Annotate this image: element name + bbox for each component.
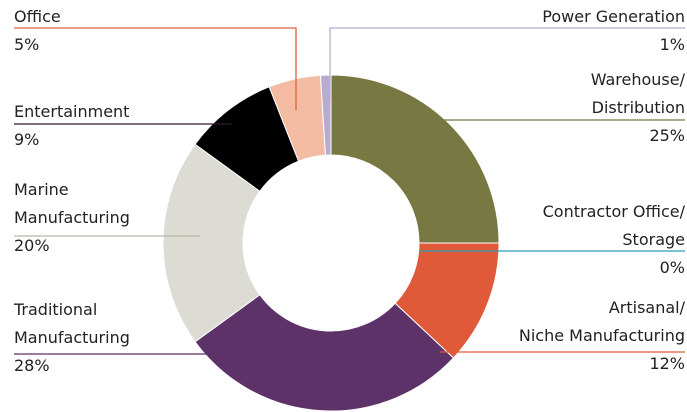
category-name: Traditional Manufacturing — [14, 300, 130, 347]
slice-label: Power Generation 1% — [542, 3, 685, 59]
value-label: 9% — [14, 130, 40, 149]
category-name: Entertainment — [14, 102, 130, 121]
slice-label: Entertainment 9% — [14, 98, 129, 154]
category-name: Power Generation — [542, 7, 685, 26]
value-label: 1% — [659, 35, 685, 54]
value-label: 5% — [14, 35, 40, 54]
slice — [330, 74, 500, 244]
category-name: Office — [14, 7, 61, 26]
value-label: 25% — [649, 126, 685, 145]
slice — [162, 143, 261, 343]
leader-line — [14, 27, 297, 110]
value-label: 12% — [649, 354, 685, 373]
slice-label: Contractor Office/ Storage 0% — [543, 198, 685, 282]
slice-label: Artisanal/ Niche Manufacturing 12% — [519, 294, 685, 378]
value-label: 20% — [14, 236, 50, 255]
category-name: Contractor Office/ Storage — [542, 202, 685, 249]
leader-line — [329, 27, 685, 100]
slice-label: Traditional Manufacturing 28% — [14, 296, 130, 380]
slice — [194, 294, 455, 412]
category-name: Marine Manufacturing — [14, 180, 130, 227]
slice-label: Warehouse/ Distribution 25% — [591, 66, 685, 150]
category-name: Warehouse/ Distribution — [590, 70, 685, 117]
slice — [319, 74, 332, 156]
category-name: Artisanal/ Niche Manufacturing — [518, 298, 685, 345]
slice-label: Marine Manufacturing 20% — [14, 176, 130, 260]
slice-label: Office 5% — [14, 3, 61, 59]
value-label: 28% — [14, 356, 50, 375]
value-label: 0% — [659, 258, 685, 277]
